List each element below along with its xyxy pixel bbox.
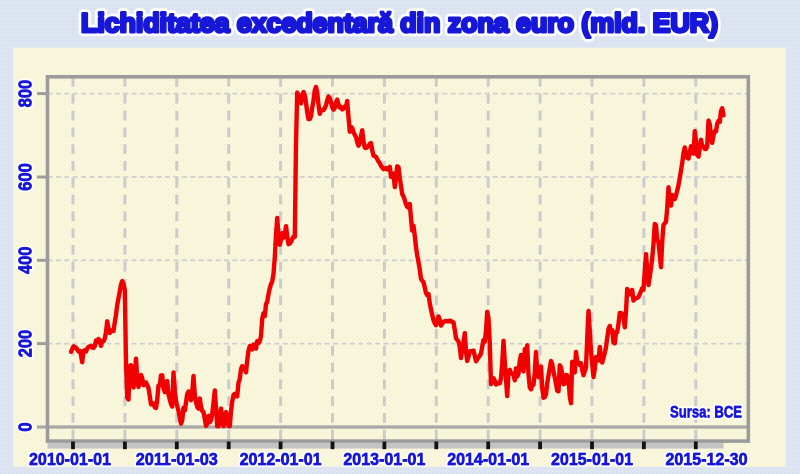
svg-text:800: 800 — [14, 80, 35, 108]
svg-text:2015-12-30: 2015-12-30 — [666, 449, 748, 469]
svg-text:200: 200 — [14, 330, 35, 358]
svg-text:2011-01-03: 2011-01-03 — [136, 449, 218, 469]
svg-text:2014-01-01: 2014-01-01 — [447, 449, 529, 469]
svg-text:2013-01-01: 2013-01-01 — [343, 449, 425, 469]
svg-text:2015-12-30: 2015-12-30 — [666, 449, 748, 469]
svg-text:Sursa: BCE: Sursa: BCE — [670, 403, 742, 422]
svg-text:Lichiditatea excedentară din z: Lichiditatea excedentară din zona euro (… — [81, 8, 718, 38]
svg-text:0: 0 — [14, 422, 35, 431]
svg-text:2015-01-01: 2015-01-01 — [551, 449, 633, 469]
svg-text:0: 0 — [14, 422, 35, 431]
svg-text:2011-01-03: 2011-01-03 — [136, 449, 218, 469]
svg-text:2010-01-01: 2010-01-01 — [29, 449, 111, 469]
svg-text:400: 400 — [14, 247, 35, 275]
svg-text:2015-01-01: 2015-01-01 — [551, 449, 633, 469]
svg-text:2014-01-01: 2014-01-01 — [447, 449, 529, 469]
svg-text:600: 600 — [14, 163, 35, 191]
svg-text:Sursa: BCE: Sursa: BCE — [670, 403, 742, 422]
svg-text:Lichiditatea excedentară din z: Lichiditatea excedentară din zona euro (… — [81, 8, 718, 38]
svg-text:2012-01-01: 2012-01-01 — [240, 449, 322, 469]
svg-text:600: 600 — [14, 163, 35, 191]
svg-text:400: 400 — [14, 247, 35, 275]
svg-text:2010-01-01: 2010-01-01 — [29, 449, 111, 469]
svg-text:2012-01-01: 2012-01-01 — [240, 449, 322, 469]
svg-text:2013-01-01: 2013-01-01 — [343, 449, 425, 469]
svg-text:200: 200 — [14, 330, 35, 358]
svg-text:800: 800 — [14, 80, 35, 108]
